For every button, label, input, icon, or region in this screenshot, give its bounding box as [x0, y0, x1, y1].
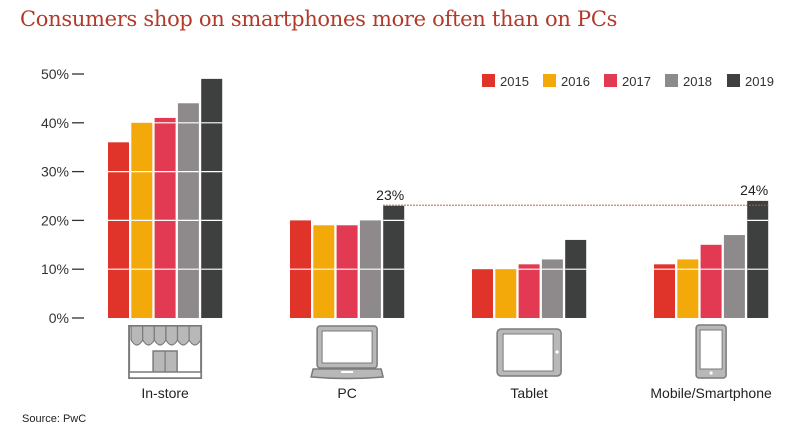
tablet-icon	[496, 328, 562, 377]
y-tick-label: 30%	[41, 164, 69, 180]
legend-label: 2019	[745, 74, 774, 89]
bar	[654, 264, 675, 318]
smartphone-icon	[695, 324, 727, 379]
bar	[677, 259, 699, 318]
bar	[747, 200, 769, 318]
storefront-icon	[128, 325, 203, 379]
y-tick-label: 20%	[41, 212, 69, 228]
bar	[700, 244, 722, 318]
legend-label: 2018	[683, 74, 712, 89]
legend-swatch	[482, 74, 495, 87]
bar	[336, 225, 358, 318]
bar	[565, 239, 587, 318]
bar	[154, 117, 176, 318]
bar	[177, 103, 199, 318]
y-tick-label: 40%	[41, 115, 69, 131]
y-tick-label: 50%	[41, 66, 69, 82]
bar	[541, 259, 563, 318]
category-label: In-store	[141, 385, 189, 401]
legend-label: 2015	[500, 74, 529, 89]
y-tick-label: 0%	[49, 310, 69, 326]
legend-swatch	[604, 74, 617, 87]
bar	[201, 78, 223, 318]
data-label: 23%	[376, 187, 404, 203]
legend-label: 2017	[622, 74, 651, 89]
source-note: Source: PwC	[22, 413, 87, 425]
category-label: PC	[337, 385, 356, 401]
bar	[313, 225, 335, 318]
data-label: 24%	[740, 182, 768, 198]
bar	[108, 142, 129, 318]
bar	[383, 205, 405, 318]
category-label: Tablet	[510, 385, 547, 401]
chart-title: Consumers shop on smartphones more often…	[20, 7, 618, 31]
laptop-icon	[310, 325, 385, 380]
y-tick-label: 10%	[41, 261, 69, 277]
category-label: Mobile/Smartphone	[650, 385, 772, 401]
legend-swatch	[543, 74, 556, 87]
bar	[495, 269, 517, 318]
legend-label: 2016	[561, 74, 590, 89]
bar	[723, 235, 745, 318]
bar	[472, 269, 493, 318]
bar	[518, 264, 540, 318]
legend-swatch	[665, 74, 678, 87]
legend-swatch	[727, 74, 740, 87]
